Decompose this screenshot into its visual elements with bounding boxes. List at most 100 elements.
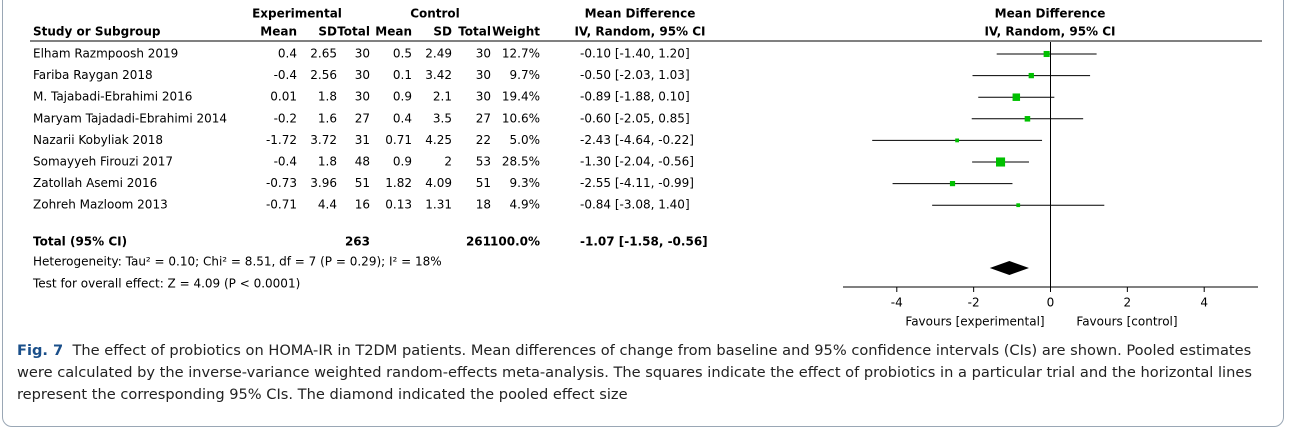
column-header: Study or Subgroup — [33, 25, 161, 39]
ci-text: -1.30 [-2.04, -0.56] — [580, 155, 694, 169]
cell: 51 — [355, 176, 370, 190]
heterogeneity: Heterogeneity: Tau² = 0.10; Chi² = 8.51,… — [33, 255, 442, 269]
ci-text: -0.10 [-1.40, 1.20] — [580, 47, 690, 61]
cell: 51 — [476, 176, 491, 190]
cell: 31 — [355, 133, 370, 147]
cell: 3.96 — [310, 176, 337, 190]
cell: 1.8 — [318, 155, 337, 169]
weight-square — [1012, 93, 1021, 101]
cell: 48 — [355, 155, 370, 169]
cell: Elham Razmpoosh 2019 — [33, 47, 178, 61]
cell: -0.4 — [274, 155, 297, 169]
cell: 0.13 — [385, 198, 412, 212]
cell: 27 — [355, 111, 370, 125]
cell: 9.7% — [510, 68, 541, 82]
column-header: Total — [337, 25, 370, 39]
cell: 30 — [355, 90, 370, 104]
column-header: SD — [433, 25, 452, 39]
cell: 9.3% — [510, 176, 541, 190]
column-header: Weight — [492, 25, 540, 39]
x-tick-label: 0 — [1047, 296, 1055, 310]
favours-label: Favours [control] — [1076, 315, 1177, 329]
total-cell: 263 — [345, 235, 370, 249]
pooled-diamond — [989, 261, 1029, 275]
cell: 3.5 — [433, 111, 452, 125]
cell: 30 — [355, 47, 370, 61]
cell: 0.1 — [393, 68, 412, 82]
cell: 2 — [444, 155, 452, 169]
cell: Fariba Raygan 2018 — [33, 68, 153, 82]
cell: 4.4 — [318, 198, 337, 212]
ci-text: -2.43 [-4.64, -0.22] — [580, 133, 694, 147]
cell: 0.71 — [385, 133, 412, 147]
forest-plot: Experimental Control Mean Difference Mean D… — [30, 7, 1262, 329]
cell: 4.25 — [425, 133, 452, 147]
weight-square — [1028, 72, 1034, 79]
cell: 16 — [355, 198, 370, 212]
cell: 1.6 — [318, 111, 337, 125]
cell: -0.4 — [274, 68, 297, 82]
weight-square — [955, 138, 960, 143]
cell: 0.9 — [393, 155, 412, 169]
cell: 2.65 — [310, 47, 337, 61]
cell: 1.82 — [385, 176, 412, 190]
weight-square — [949, 181, 956, 187]
cell: 19.4% — [502, 90, 540, 104]
cell: 22 — [476, 133, 491, 147]
weight-square — [996, 157, 1006, 167]
cell: 30 — [476, 90, 491, 104]
favours-label: Favours [experimental] — [905, 315, 1044, 329]
group-header: Control — [410, 7, 460, 21]
cell: Zatollah Asemi 2016 — [33, 176, 157, 190]
column-header: IV, Random, 95% CI — [574, 25, 705, 39]
cell: 2.56 — [310, 68, 337, 82]
cell: 0.9 — [393, 90, 412, 104]
cell: Nazarii Kobyliak 2018 — [33, 133, 163, 147]
cell: 18 — [476, 198, 491, 212]
cell: Somayyeh Firouzi 2017 — [33, 155, 173, 169]
cell: 0.4 — [278, 47, 297, 61]
column-header: Mean — [260, 25, 297, 39]
cell: M. Tajabadi-Ebrahimi 2016 — [33, 90, 192, 104]
plot-subtitle: IV, Random, 95% CI — [984, 25, 1115, 39]
cell: 30 — [476, 68, 491, 82]
cell: -0.71 — [266, 198, 297, 212]
cell: 30 — [355, 68, 370, 82]
cell: Zohreh Mazloom 2013 — [33, 198, 168, 212]
total-cell: -1.07 [-1.58, -0.56] — [580, 235, 708, 249]
total-cell: 261 — [466, 235, 491, 249]
cell: 10.6% — [502, 111, 540, 125]
cell: 4.09 — [425, 176, 452, 190]
ci-text: -0.50 [-2.03, 1.03] — [580, 68, 690, 82]
cell: 0.4 — [393, 111, 412, 125]
caption-text: The effect of probiotics on HOMA-IR in T… — [17, 342, 1252, 403]
column-header: Mean — [375, 25, 412, 39]
cell: 4.9% — [510, 198, 541, 212]
cell: 53 — [476, 155, 491, 169]
x-tick-label: -4 — [891, 296, 903, 310]
column-header: Mean Difference — [585, 7, 696, 21]
x-tick-label: -2 — [968, 296, 980, 310]
group-header: Experimental — [252, 7, 342, 21]
cell: 12.7% — [502, 47, 540, 61]
cell: 5.0% — [510, 133, 541, 147]
total-cell: Total (95% CI) — [33, 235, 127, 249]
weight-square — [1043, 50, 1050, 58]
caption-label: Fig. 7 — [17, 342, 64, 359]
ci-text: -2.55 [-4.11, -0.99] — [580, 176, 694, 190]
cell: 30 — [476, 47, 491, 61]
ci-text: -0.60 [-2.05, 0.85] — [580, 111, 690, 125]
cell: 28.5% — [502, 155, 540, 169]
column-header: Total — [458, 25, 491, 39]
cell: 2.49 — [425, 47, 452, 61]
cell: 2.1 — [433, 90, 452, 104]
weight-square — [1024, 116, 1031, 122]
cell: -0.2 — [274, 111, 297, 125]
weight-square — [1016, 203, 1021, 208]
overall-effect: Test for overall effect: Z = 4.09 (P < 0… — [32, 277, 300, 291]
ci-text: -0.84 [-3.08, 1.40] — [580, 198, 690, 212]
caption: Fig. 7 The effect of probiotics on HOMA-… — [17, 340, 1267, 406]
cell: -1.72 — [266, 133, 297, 147]
plot-title: Mean Difference — [995, 7, 1106, 21]
